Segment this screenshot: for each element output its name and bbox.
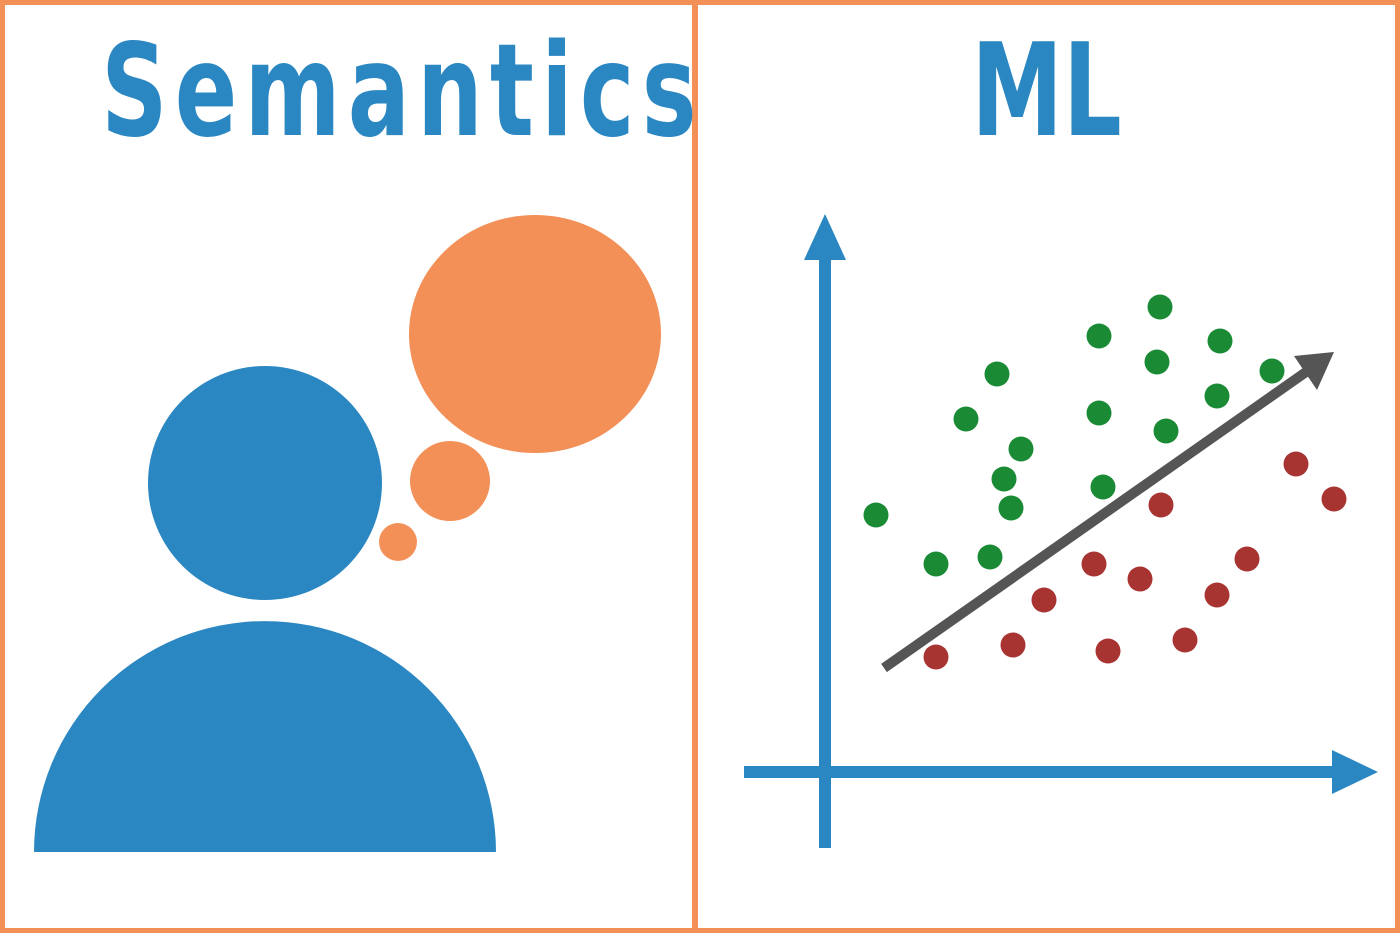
class-a-point (953, 406, 979, 432)
class-b-point (1095, 638, 1121, 664)
class-a-point (1008, 436, 1034, 462)
class-a-point (977, 544, 1003, 570)
x-axis-arrowhead-icon (1332, 750, 1378, 794)
thought-dot-medium (410, 441, 490, 521)
class-a-point (923, 551, 949, 577)
class-b-point (1081, 551, 1107, 577)
decision-boundary-arrow-icon (881, 352, 1334, 673)
class-a-point (1144, 349, 1170, 375)
person-icon (34, 366, 496, 852)
thought-bubble-icon (379, 215, 661, 561)
class-a-point (1259, 358, 1285, 384)
class-b-points (923, 451, 1347, 670)
class-b-point (1000, 632, 1026, 658)
class-b-point (923, 644, 949, 670)
y-axis-arrowhead-icon (804, 214, 846, 260)
boundary-arrowhead (1294, 352, 1334, 390)
class-b-point (1321, 486, 1347, 512)
thought-dot-small (379, 523, 417, 561)
class-b-point (1234, 546, 1260, 572)
boundary-line (881, 367, 1309, 673)
class-b-point (1172, 627, 1198, 653)
class-a-point (1147, 294, 1173, 320)
class-a-point (991, 466, 1017, 492)
class-b-point (1127, 566, 1153, 592)
ml-title: ML (971, 17, 1122, 166)
panel-divider (692, 0, 698, 933)
person-body (34, 621, 496, 852)
class-a-points (863, 294, 1285, 577)
thought-cloud (409, 215, 661, 453)
class-a-point (1153, 418, 1179, 444)
class-a-point (984, 361, 1010, 387)
class-a-point (1207, 328, 1233, 354)
class-a-point (1086, 323, 1112, 349)
class-b-point (1204, 582, 1230, 608)
class-a-point (1090, 474, 1116, 500)
class-a-point (1204, 383, 1230, 409)
class-a-point (998, 495, 1024, 521)
class-b-point (1031, 587, 1057, 613)
class-b-point (1148, 492, 1174, 518)
class-a-point (1086, 400, 1112, 426)
person-head (148, 366, 382, 600)
axes (744, 214, 1378, 848)
class-b-point (1283, 451, 1309, 477)
class-a-point (863, 502, 889, 528)
